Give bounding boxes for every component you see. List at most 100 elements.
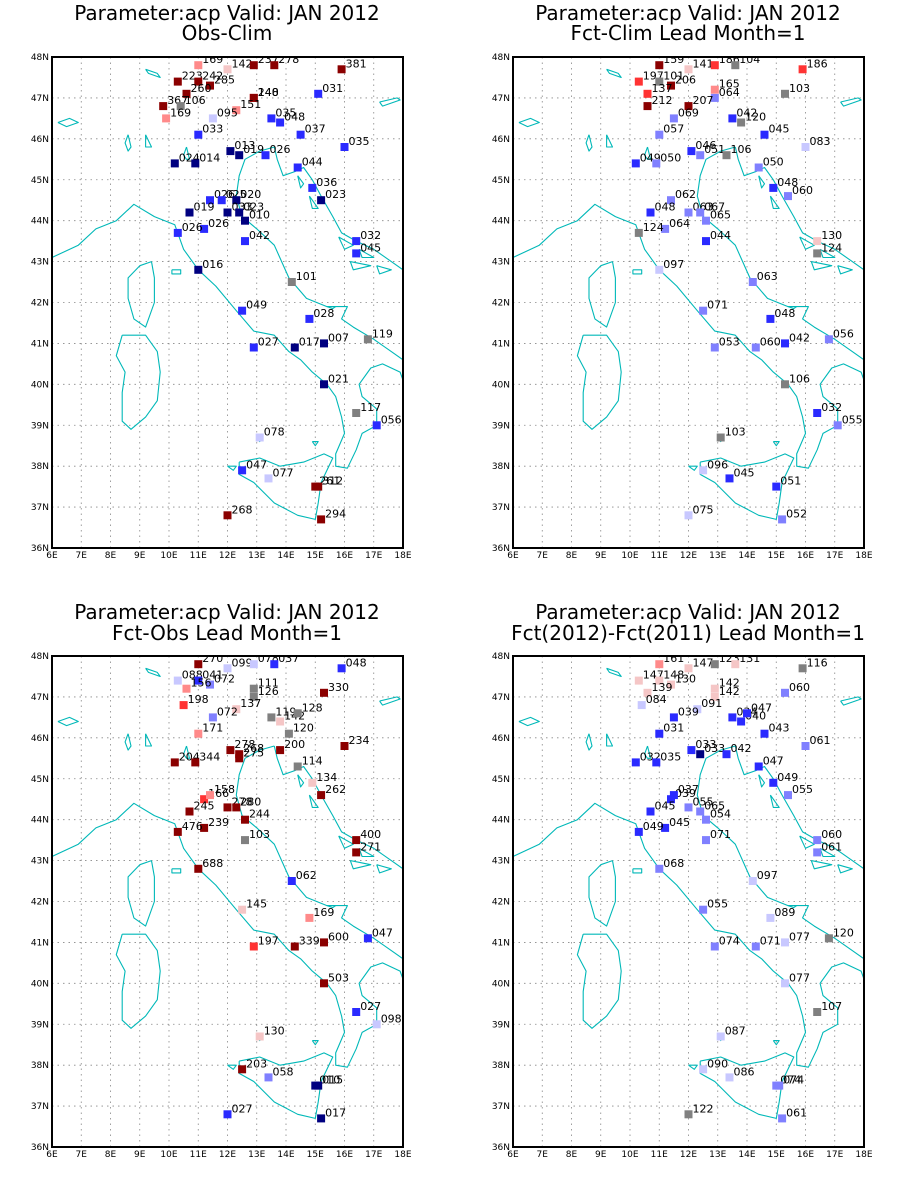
station-label: 156 — [191, 677, 212, 690]
station-label: 037 — [278, 652, 299, 665]
station-square — [801, 742, 810, 750]
station-label: 045 — [655, 800, 676, 813]
station-square — [634, 827, 643, 836]
station-label: 137 — [652, 82, 673, 95]
station-square — [824, 335, 833, 344]
station-marker: 032 — [813, 401, 842, 417]
station-square — [293, 762, 302, 771]
station-square — [728, 114, 737, 123]
station-label: 023 — [243, 201, 264, 214]
station-label: 242 — [202, 70, 223, 83]
station-label: 169 — [202, 53, 223, 66]
coastline — [772, 1040, 780, 1046]
station-label: 130 — [675, 673, 696, 686]
station-square — [249, 684, 258, 693]
station-square — [696, 151, 705, 160]
station-marker: 075 — [684, 503, 714, 520]
station-square — [667, 196, 675, 205]
station-label: 026 — [208, 217, 229, 230]
coastline — [227, 465, 237, 471]
station-label: 101 — [663, 70, 684, 83]
station-square — [661, 823, 670, 832]
station-square — [208, 713, 217, 722]
lat-tick-label: 47N — [492, 693, 510, 703]
station-square — [833, 421, 842, 430]
station-marker: 023 — [317, 188, 346, 205]
lat-tick-label: 40N — [31, 380, 49, 390]
station-square — [264, 1073, 273, 1082]
panel-subtitle: Fct-Clim Lead Month=1 — [570, 21, 805, 45]
coastline — [837, 265, 853, 275]
coastline — [606, 667, 622, 678]
station-marker: 027 — [223, 1102, 253, 1119]
station-marker: 103 — [241, 828, 270, 845]
station-square — [337, 664, 346, 673]
lon-tick-label: 11E — [190, 551, 207, 561]
station-marker: 107 — [813, 1000, 842, 1016]
station-marker: 054 — [702, 808, 731, 824]
station-label: 026 — [182, 221, 203, 234]
station-label: 078 — [258, 652, 279, 665]
station-square — [194, 729, 203, 738]
lon-tick-label: 12E — [219, 551, 236, 561]
station-label: 039 — [675, 787, 696, 800]
station-label: 019 — [194, 201, 215, 214]
station-marker: 061 — [813, 840, 842, 857]
station-label: 116 — [807, 656, 828, 669]
station-label: 130 — [821, 229, 842, 242]
station-square — [781, 979, 789, 988]
station-label: 122 — [693, 1102, 714, 1115]
station-square — [781, 339, 789, 348]
station-marker: 128 — [293, 701, 323, 718]
coastline — [772, 441, 780, 447]
station-marker: 031 — [314, 82, 343, 98]
station-square — [206, 680, 214, 689]
coastline — [734, 146, 864, 271]
lat-tick-label: 44N — [31, 217, 49, 227]
lon-tick-label: 7E — [537, 1150, 549, 1160]
station-marker: 042 — [781, 331, 810, 348]
station-marker: 278 — [270, 57, 299, 70]
station-marker: 104 — [731, 57, 760, 70]
station-label: 055 — [842, 413, 863, 426]
station-label: 260 — [191, 82, 212, 95]
station-label: 047 — [372, 926, 393, 939]
station-label: 117 — [360, 401, 381, 414]
station-marker: 600 — [320, 930, 349, 947]
station-square — [308, 183, 317, 192]
coastline — [799, 236, 815, 250]
station-marker: 280 — [232, 795, 261, 812]
station-square — [731, 61, 740, 70]
station-label: 060 — [821, 828, 842, 841]
station-label: 072 — [214, 673, 235, 686]
station-square — [748, 877, 757, 885]
station-marker: 114 — [293, 755, 323, 771]
lon-tick-label: 18E — [855, 1150, 872, 1160]
station-label: 271 — [360, 840, 381, 853]
station-label: 476 — [182, 820, 203, 833]
station-marker: 078 — [249, 652, 279, 669]
station-label: 171 — [202, 722, 223, 735]
station-label: 055 — [707, 898, 728, 911]
lat-tick-label: 38N — [492, 462, 510, 472]
station-square — [352, 848, 361, 857]
coastline — [799, 835, 815, 849]
station-square — [751, 942, 760, 951]
station-square — [287, 278, 296, 286]
station-marker: 050 — [754, 156, 784, 172]
station-label: 045 — [669, 816, 690, 829]
station-square — [669, 713, 678, 722]
station-marker: 062 — [287, 869, 317, 885]
station-square — [352, 409, 361, 417]
coastline — [227, 1064, 237, 1070]
coastline — [235, 745, 403, 960]
coastline — [606, 733, 614, 747]
station-marker: 123 — [710, 656, 740, 669]
station-label: 095 — [217, 106, 238, 119]
station-marker: 091 — [693, 697, 722, 714]
station-label: 339 — [299, 935, 320, 948]
station-marker: 055 — [833, 413, 863, 430]
station-label: 051 — [780, 475, 801, 488]
